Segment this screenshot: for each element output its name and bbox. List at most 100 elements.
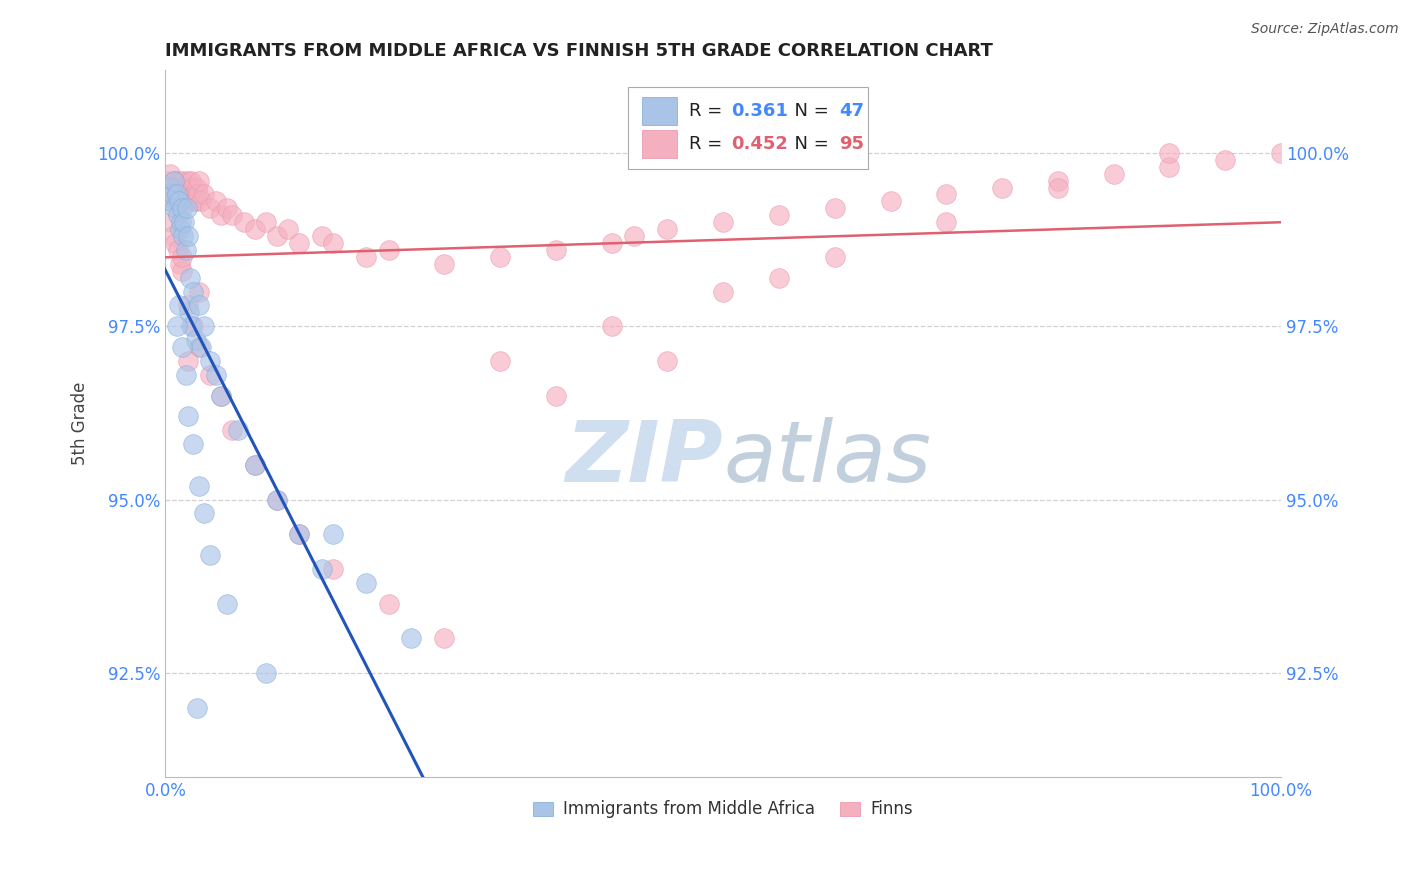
Point — [176, 187, 198, 202]
Point — [288, 527, 311, 541]
Point — [221, 423, 243, 437]
Point — [254, 665, 277, 680]
Point — [198, 354, 221, 368]
Point — [209, 388, 232, 402]
Point — [433, 631, 456, 645]
FancyBboxPatch shape — [641, 129, 678, 158]
Point — [711, 285, 734, 299]
Point — [162, 187, 184, 202]
Point — [163, 173, 186, 187]
Point — [181, 180, 204, 194]
Point — [174, 368, 197, 382]
Point — [198, 202, 221, 216]
Point — [166, 187, 188, 202]
Point — [991, 180, 1014, 194]
Point — [166, 187, 188, 202]
Point — [1159, 145, 1181, 160]
Point — [232, 215, 254, 229]
Point — [215, 202, 238, 216]
Point — [160, 194, 183, 209]
Point — [322, 235, 344, 250]
Point — [824, 250, 846, 264]
Text: R =: R = — [689, 135, 728, 153]
Point — [657, 354, 679, 368]
Point — [322, 527, 344, 541]
Point — [433, 257, 456, 271]
Point — [181, 437, 204, 451]
Point — [177, 173, 200, 187]
Point — [160, 194, 183, 209]
Point — [824, 202, 846, 216]
Point — [277, 222, 299, 236]
Point — [399, 631, 422, 645]
Point — [209, 208, 232, 222]
Point — [180, 173, 202, 187]
Text: 95: 95 — [839, 135, 865, 153]
Point — [190, 194, 212, 209]
Text: N =: N = — [783, 135, 835, 153]
Point — [266, 229, 288, 244]
FancyBboxPatch shape — [628, 87, 869, 169]
Point — [166, 180, 188, 194]
Point — [177, 298, 200, 312]
Text: IMMIGRANTS FROM MIDDLE AFRICA VS FINNISH 5TH GRADE CORRELATION CHART: IMMIGRANTS FROM MIDDLE AFRICA VS FINNISH… — [166, 42, 993, 60]
Point — [167, 298, 190, 312]
Point — [489, 354, 512, 368]
Point — [1046, 180, 1069, 194]
Point — [159, 180, 181, 194]
Point — [1159, 160, 1181, 174]
Point — [657, 222, 679, 236]
Point — [1213, 153, 1236, 167]
Point — [167, 173, 190, 187]
Point — [169, 222, 191, 236]
Point — [174, 180, 197, 194]
Point — [354, 575, 377, 590]
Point — [311, 229, 333, 244]
Point — [163, 173, 186, 187]
Point — [311, 562, 333, 576]
Point — [172, 187, 194, 202]
Point — [204, 194, 226, 209]
Point — [183, 187, 205, 202]
Point — [187, 173, 209, 187]
Point — [377, 243, 399, 257]
Point — [170, 180, 193, 194]
Point — [165, 235, 187, 250]
Point — [243, 222, 266, 236]
Point — [288, 235, 311, 250]
Point — [186, 180, 208, 194]
Point — [162, 187, 184, 202]
Point — [193, 507, 215, 521]
Point — [181, 194, 204, 209]
Point — [177, 409, 200, 424]
Point — [179, 270, 201, 285]
Point — [157, 180, 180, 194]
Point — [169, 194, 191, 209]
Point — [1270, 145, 1292, 160]
Point — [177, 229, 200, 244]
Text: N =: N = — [783, 102, 835, 120]
Point — [170, 215, 193, 229]
Point — [322, 562, 344, 576]
Text: 0.361: 0.361 — [731, 102, 787, 120]
Point — [187, 298, 209, 312]
Point — [377, 597, 399, 611]
Point — [173, 194, 195, 209]
Point — [187, 340, 209, 354]
Point — [935, 187, 957, 202]
Point — [172, 263, 194, 277]
Point — [181, 285, 204, 299]
Point — [166, 319, 188, 334]
Point — [169, 257, 191, 271]
Point — [354, 250, 377, 264]
Point — [711, 215, 734, 229]
Text: atlas: atlas — [723, 417, 931, 500]
Point — [288, 527, 311, 541]
Point — [209, 388, 232, 402]
Point — [204, 368, 226, 382]
Point — [172, 250, 194, 264]
Point — [162, 229, 184, 244]
Point — [1102, 167, 1125, 181]
Point — [198, 368, 221, 382]
Point — [489, 250, 512, 264]
